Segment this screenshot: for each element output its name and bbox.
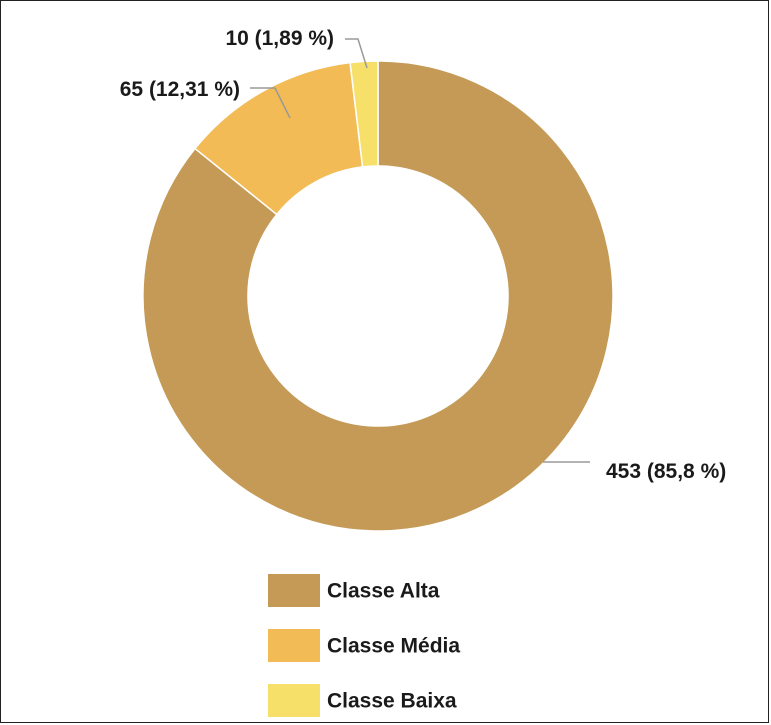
data-label-classe-media: 65 (12,31 %) [120, 78, 240, 101]
legend: Classe Alta Classe Média Classe Baixa [268, 574, 460, 717]
legend-swatch-classe-baixa [268, 684, 320, 717]
legend-swatch-classe-media [268, 629, 320, 662]
data-label-classe-alta: 453 (85,8 %) [606, 460, 726, 483]
legend-item-classe-media: Classe Média [268, 629, 460, 662]
data-labels: 453 (85,8 %) 65 (12,31 %) 10 (1,89 %) [120, 27, 727, 483]
legend-label-classe-baixa: Classe Baixa [327, 690, 457, 713]
legend-label-classe-alta: Classe Alta [327, 580, 440, 603]
data-label-classe-baixa: 10 (1,89 %) [225, 27, 334, 50]
legend-item-classe-baixa: Classe Baixa [268, 684, 457, 717]
leader-line-classe-baixa [345, 38, 368, 69]
legend-label-classe-media: Classe Média [327, 635, 460, 658]
slice-classe-alta [142, 60, 614, 532]
leader-line-classe-media [250, 87, 291, 119]
donut-slices [142, 60, 614, 532]
slice-classe-baixa [349, 60, 379, 168]
legend-item-classe-alta: Classe Alta [268, 574, 440, 607]
legend-swatch-classe-alta [268, 574, 320, 607]
leader-lines [250, 38, 590, 463]
